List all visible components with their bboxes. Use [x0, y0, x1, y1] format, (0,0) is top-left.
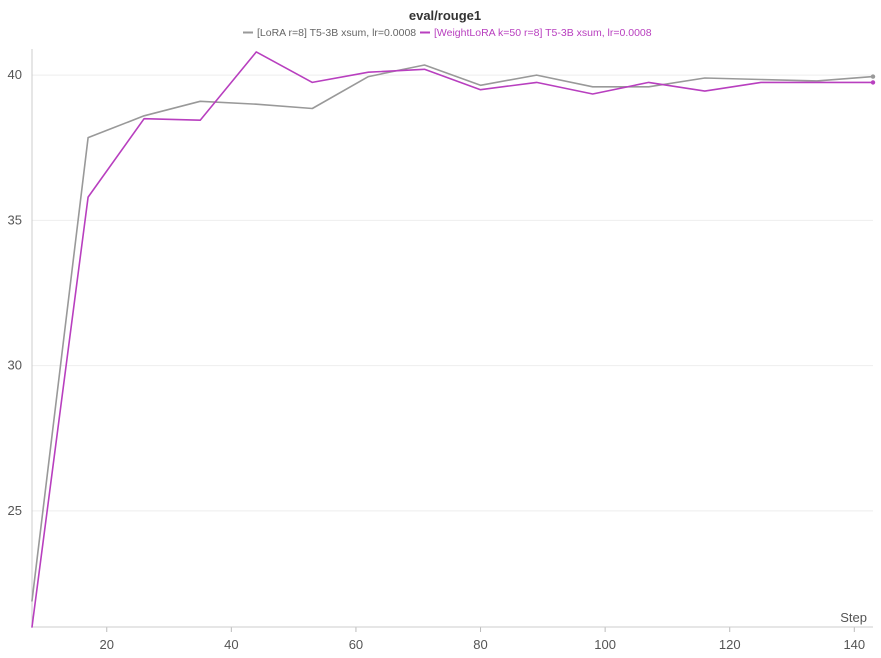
- grid-layer: [32, 74, 873, 512]
- x-tick-label: 80: [473, 637, 487, 652]
- legend-label: [LoRA r=8] T5-3B xsum, lr=0.0008: [257, 27, 416, 39]
- series-layer: [31, 51, 876, 628]
- series-line-1: [31, 64, 874, 602]
- legend-label: [WeightLoRA k=50 r=8] T5-3B xsum, lr=0.0…: [434, 27, 652, 39]
- y-tick-label: 40: [8, 67, 22, 82]
- y-tick-label: 25: [8, 503, 22, 518]
- y-tick-label: 35: [8, 212, 22, 227]
- x-tick-label: 120: [719, 637, 741, 652]
- y-tick-label: 30: [8, 358, 22, 373]
- x-axis-label: Step: [840, 610, 867, 625]
- legend-item-2[interactable]: [WeightLoRA k=50 r=8] T5-3B xsum, lr=0.0…: [420, 27, 652, 39]
- x-tick-label: 60: [349, 637, 363, 652]
- legend-item-1[interactable]: [LoRA r=8] T5-3B xsum, lr=0.0008: [243, 27, 416, 39]
- legend[interactable]: [LoRA r=8] T5-3B xsum, lr=0.0008 [WeightL…: [243, 27, 652, 39]
- x-tick-label: 40: [224, 637, 238, 652]
- x-tick-label: 140: [843, 637, 865, 652]
- x-tick-label: 100: [594, 637, 616, 652]
- series-endpoint-1: [870, 74, 876, 79]
- series-line-2: [31, 51, 874, 628]
- x-tick-label: 20: [100, 637, 114, 652]
- series-endpoint-2: [870, 80, 876, 85]
- axis-layer: 25 30 35 40 20 40 60 80 100 120 140: [8, 49, 873, 652]
- chart-title: eval/rouge1: [409, 8, 481, 23]
